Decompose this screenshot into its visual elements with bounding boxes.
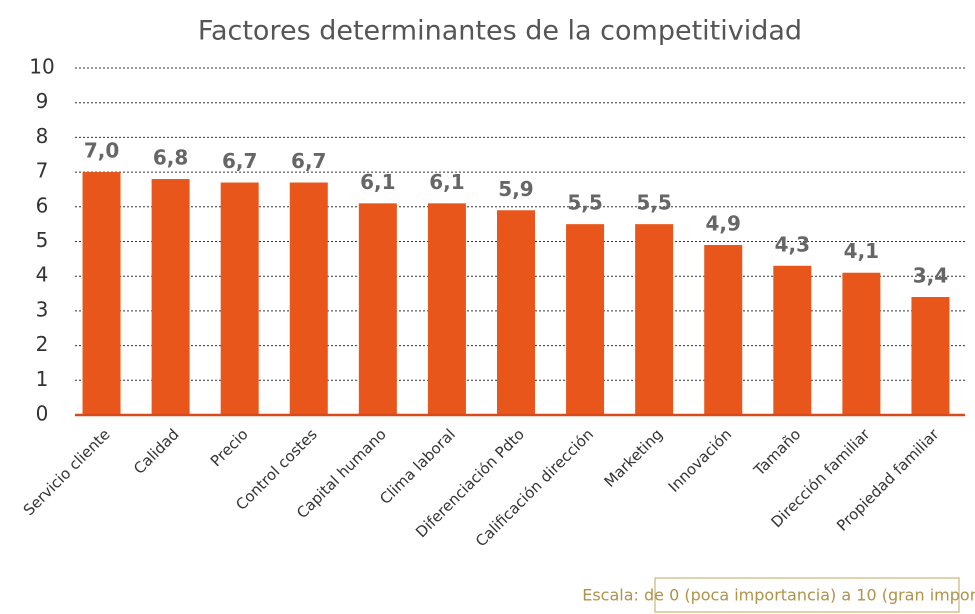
data-label: 6,1 (429, 170, 464, 194)
y-tick-label: 6 (36, 193, 49, 217)
y-tick-label: 0 (36, 402, 49, 426)
x-tick-label: Servicio cliente (20, 425, 114, 519)
y-tick-label: 7 (36, 159, 49, 183)
bar (704, 244, 743, 415)
data-label: 5,9 (498, 177, 533, 201)
bar (289, 182, 328, 415)
x-tick-label: Tamaño (750, 425, 805, 480)
y-tick-label: 2 (36, 332, 49, 356)
x-tick-label: Calificación dirección (472, 425, 597, 550)
bar (497, 210, 535, 415)
data-label: 6,8 (153, 146, 188, 170)
bar (773, 265, 812, 415)
chart-title: Factores determinantes de la competitivi… (198, 16, 802, 47)
bar (842, 272, 881, 415)
data-label: 6,1 (360, 170, 395, 194)
data-label: 6,7 (222, 149, 257, 173)
y-tick-label: 8 (36, 124, 49, 148)
x-tick-label: Innovación (665, 425, 736, 496)
bar (911, 297, 950, 415)
data-label: 3,4 (913, 264, 948, 288)
bar (220, 182, 259, 415)
y-tick-label: 4 (36, 263, 49, 287)
bar (358, 203, 397, 415)
annotation-box (654, 577, 960, 613)
x-tick-label: Marketing (601, 425, 667, 491)
bar (151, 179, 190, 415)
bar (82, 172, 121, 415)
y-tick-label: 10 (29, 55, 54, 79)
data-label: 4,9 (706, 211, 741, 235)
data-label: 4,1 (844, 239, 879, 263)
x-tick-label: Precio (207, 425, 252, 470)
data-label: 4,3 (775, 232, 810, 256)
data-label: 5,5 (636, 191, 671, 215)
y-tick-label: 5 (36, 228, 49, 252)
bar (566, 224, 605, 415)
x-tick-label: Calidad (130, 425, 183, 478)
bar (427, 203, 466, 415)
data-label: 7,0 (84, 139, 119, 163)
data-label: 5,5 (567, 191, 602, 215)
bar (635, 224, 674, 415)
y-tick-label: 9 (36, 89, 49, 113)
y-tick-label: 3 (36, 297, 49, 321)
data-label: 6,7 (291, 149, 326, 173)
y-tick-label: 1 (36, 367, 49, 391)
annotation: Escala: de 0 (poca importancia) a 10 (gr… (582, 586, 975, 605)
